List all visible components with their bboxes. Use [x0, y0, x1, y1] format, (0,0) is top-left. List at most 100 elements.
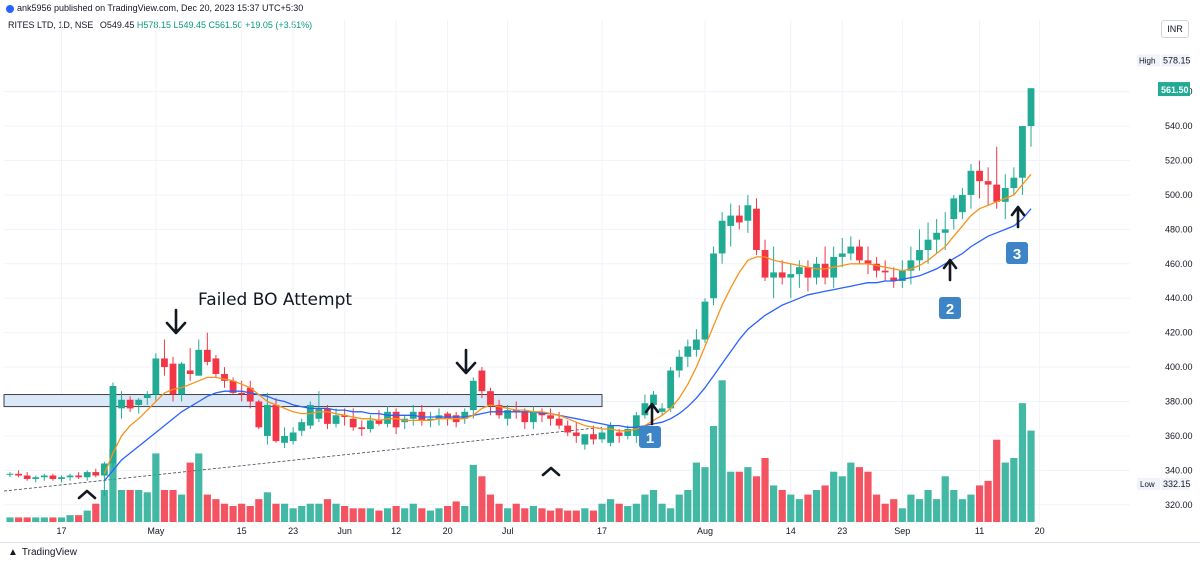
volume-bar	[692, 462, 700, 522]
candle-body	[418, 411, 426, 421]
up-arrow-breakout-1	[644, 402, 660, 426]
failed-breakout-label: Failed BO Attempt	[198, 290, 352, 310]
volume-bar	[152, 453, 160, 522]
candle-body	[641, 403, 649, 416]
volume-bar	[761, 458, 769, 522]
candle-body	[795, 267, 803, 275]
volume-bar	[135, 490, 143, 522]
volume-bar	[109, 448, 117, 522]
time-tick-label: 20	[1035, 526, 1045, 536]
volume-bar	[298, 506, 306, 522]
volume-bar	[512, 503, 520, 522]
candle-body	[941, 229, 949, 233]
candle-body	[512, 410, 520, 412]
price-tick-label: 380.00	[1165, 397, 1193, 407]
candle-body	[547, 415, 554, 419]
candle-body	[6, 473, 14, 475]
moving-averages	[103, 173, 1032, 482]
candle-body	[521, 411, 529, 423]
candle-body	[658, 408, 666, 412]
price-tick-label: 340.00	[1165, 465, 1193, 475]
price-tick-label: 460.00	[1165, 259, 1193, 269]
ema-slow-line	[103, 208, 1032, 482]
candle-body	[667, 370, 675, 409]
volume-bar	[23, 517, 31, 522]
time-tick-label: 12	[391, 526, 401, 536]
candle-body	[100, 463, 108, 476]
volume-bar	[478, 476, 486, 522]
volume-bar	[126, 490, 134, 522]
volume-bar	[907, 494, 915, 522]
candle-body	[770, 272, 778, 278]
publisher-text: ank5956 published on TradingView.com, De…	[17, 3, 304, 13]
volume-bar	[186, 462, 194, 522]
volume-bar	[546, 510, 555, 522]
volume-bar	[229, 506, 237, 522]
candle-body	[135, 399, 143, 405]
volume-bar	[358, 508, 366, 522]
resistance-zone	[3, 394, 603, 408]
time-tick-label: Jul	[502, 526, 514, 536]
volume-bar	[117, 490, 126, 522]
candle-body	[49, 475, 57, 479]
candle-body	[366, 420, 374, 430]
time-tick-label: 23	[837, 526, 847, 536]
candle-body	[607, 425, 614, 443]
volume-bar	[341, 506, 349, 522]
volume-bar	[615, 503, 623, 522]
volume-bar	[66, 515, 74, 522]
down-arrow-second-rejection	[455, 348, 477, 375]
high-value: 578.15	[1163, 55, 1191, 65]
volume-bar	[375, 510, 383, 522]
volume-bar	[924, 490, 932, 522]
price-tick-label: 320.00	[1165, 500, 1193, 510]
up-arrow-breakout-3	[1010, 205, 1026, 229]
candle-body	[341, 415, 349, 417]
low-tag-box	[1137, 477, 1160, 490]
volume-bar	[795, 499, 803, 522]
volume-bar	[658, 503, 666, 522]
volume-bar	[675, 494, 683, 522]
high-tag-box	[1137, 54, 1160, 67]
volume-bar	[49, 517, 57, 522]
ohlc-high: H578.15	[136, 20, 171, 30]
symbol-label[interactable]: RITES LTD, 1D, NSE	[8, 20, 94, 30]
candle-body	[950, 198, 958, 220]
candle-body	[504, 410, 512, 419]
candle-body	[624, 429, 632, 436]
volume-bar	[521, 508, 529, 522]
candle-body	[109, 386, 117, 464]
candle-body	[306, 404, 314, 426]
candle-body	[178, 363, 185, 395]
candle-body	[993, 184, 1001, 202]
footer-brand[interactable]: TradingView	[21, 547, 77, 558]
volume-bar	[727, 471, 735, 522]
down-arrow-failed-bo	[165, 308, 187, 335]
volume-bar	[178, 494, 186, 522]
candle-body	[66, 475, 74, 478]
candle-body	[898, 270, 906, 281]
ohlc-low: L549.45	[173, 20, 207, 30]
time-tick-label: 15	[237, 526, 247, 536]
volume-bar	[632, 503, 640, 522]
candle-body	[384, 411, 391, 424]
currency-button[interactable]: INR	[1161, 20, 1189, 38]
volume-bar	[418, 508, 426, 522]
volume-bar	[435, 508, 443, 522]
volume-bar	[821, 485, 829, 522]
candle-body	[272, 404, 280, 442]
candle-body	[478, 370, 486, 392]
volume-bar	[812, 490, 821, 522]
candles	[6, 88, 1035, 497]
volume-bar	[212, 499, 220, 522]
volume-bar	[57, 517, 66, 522]
badge-3: 3	[1013, 246, 1021, 263]
volume-bar	[581, 508, 589, 522]
candle-body	[281, 435, 288, 443]
candle-body	[161, 358, 168, 368]
volume-bar	[306, 503, 314, 522]
candle-body	[804, 267, 812, 278]
up-arrow-breakout-2	[942, 258, 958, 282]
candle-body	[143, 394, 151, 399]
